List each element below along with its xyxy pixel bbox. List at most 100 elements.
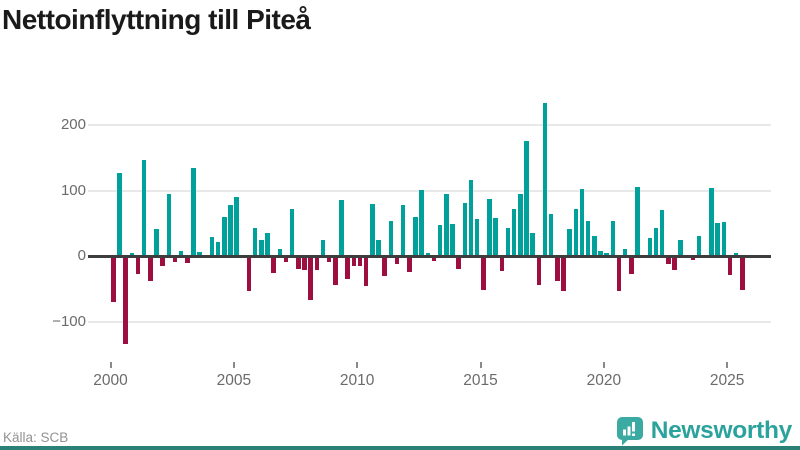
bar-2007-q1 <box>283 256 289 262</box>
y-tick-label: 0 <box>77 247 86 264</box>
bar-2003-q3 <box>197 252 202 256</box>
bar-2019-q4 <box>598 251 603 256</box>
bar-2018-q4 <box>573 208 578 256</box>
bar-2013-q3 <box>444 194 449 256</box>
bar-2007-q4 <box>302 256 307 271</box>
bar-2013-q2 <box>437 225 443 256</box>
bar-2017-q2 <box>536 256 541 286</box>
bar-2001-q4 <box>154 228 159 256</box>
bar-2002-q4 <box>178 250 184 256</box>
bar-2009-q2 <box>339 199 344 256</box>
bar-2025-q2 <box>733 252 739 256</box>
bar-2023-q4 <box>696 236 702 256</box>
gridline <box>88 320 771 323</box>
bar-2017-q3 <box>542 102 548 256</box>
bar-2016-q2 <box>511 208 517 256</box>
bar-2011-q2 <box>388 220 393 256</box>
bar-2014-q3 <box>468 180 474 256</box>
bar-chart-pin-icon <box>615 416 644 446</box>
x-tick-mark <box>109 362 112 368</box>
y-tick-label: 100 <box>60 181 86 199</box>
newsworthy-logo[interactable]: Newsworthy <box>615 416 792 446</box>
x-tick-label: 2015 <box>463 372 498 389</box>
bar-2006-q2 <box>265 233 270 256</box>
bar-2020-q2 <box>610 220 615 256</box>
bar-2024-q3 <box>715 223 720 257</box>
bar-2016-q4 <box>524 141 529 256</box>
x-tick-mark <box>356 362 359 368</box>
bar-2004-q1 <box>209 237 215 256</box>
bar-2004-q3 <box>222 216 227 256</box>
bar-2010-q3 <box>370 203 375 256</box>
y-tick-label: −100 <box>52 312 86 330</box>
bar-2019-q1 <box>579 188 585 256</box>
bar-2022-q4 <box>672 256 677 270</box>
x-tick-label: 2005 <box>216 372 252 389</box>
bar-2006-q3 <box>271 256 276 273</box>
brand-name: Newsworthy <box>650 417 793 444</box>
bar-2015-q2 <box>487 199 492 256</box>
bar-2004-q4 <box>228 204 233 256</box>
bar-2008-q4 <box>326 256 332 263</box>
bar-2001-q3 <box>148 256 153 282</box>
bar-2012-q2 <box>413 217 418 256</box>
bar-2020-q1 <box>604 252 609 256</box>
bar-2010-q4 <box>376 239 381 256</box>
bar-2014-q4 <box>474 218 480 256</box>
bar-2011-q1 <box>382 256 387 277</box>
chart-title: Nettoinflyttning till Piteå <box>2 4 311 35</box>
bar-2006-q4 <box>277 249 282 256</box>
bar-2012-q3 <box>419 189 424 256</box>
x-tick-mark <box>479 362 482 368</box>
bar-2000-q4 <box>129 252 134 256</box>
bar-2007-q3 <box>296 256 301 269</box>
bar-2003-q1 <box>185 256 190 264</box>
bar-2024-q4 <box>721 221 726 256</box>
bar-2016-q1 <box>505 227 511 256</box>
x-tick-label: 2010 <box>339 372 375 389</box>
x-tick-mark <box>726 362 729 368</box>
bar-2001-q2 <box>141 160 147 256</box>
bar-2003-q2 <box>191 168 196 256</box>
bar-2005-q4 <box>252 227 258 256</box>
bar-2019-q2 <box>585 220 591 256</box>
bar-2010-q1 <box>357 256 363 267</box>
bar-2017-q4 <box>548 214 554 256</box>
bar-2016-q3 <box>518 193 523 256</box>
bar-2023-q1 <box>678 240 683 256</box>
bar-2022-q1 <box>653 227 659 256</box>
bar-2000-q3 <box>123 256 128 344</box>
x-tick-label: 2000 <box>93 372 128 389</box>
source-label: Källa: SCB <box>3 430 69 445</box>
x-tick-label: 2020 <box>586 372 622 389</box>
bar-2021-q2 <box>635 187 640 256</box>
bar-2008-q1 <box>308 256 313 300</box>
bar-2018-q2 <box>561 256 566 292</box>
bar-2001-q1 <box>135 256 141 275</box>
bar-2015-q3 <box>493 218 498 256</box>
bar-2018-q1 <box>555 256 560 282</box>
bar-2000-q2 <box>117 172 122 256</box>
bar-2011-q3 <box>394 256 400 265</box>
bar-2010-q2 <box>363 256 369 286</box>
bar-2021-q1 <box>629 256 634 274</box>
bar-2019-q3 <box>592 235 597 256</box>
bar-2008-q2 <box>314 256 319 270</box>
bar-2000-q1 <box>111 256 116 303</box>
footer-strip <box>0 446 800 450</box>
bar-2014-q2 <box>462 202 467 256</box>
bar-2022-q3 <box>666 256 671 264</box>
bar-2004-q2 <box>215 242 221 256</box>
gridline <box>88 189 771 192</box>
bar-2018-q3 <box>567 228 572 256</box>
bar-2006-q1 <box>259 240 264 256</box>
bar-2015-q1 <box>481 256 486 290</box>
bar-2012-q1 <box>407 256 412 272</box>
bar-2011-q4 <box>400 204 406 256</box>
bar-2024-q2 <box>709 187 714 256</box>
y-tick-label: 200 <box>60 116 86 133</box>
zero-axis-line <box>88 255 771 258</box>
bar-2025-q3 <box>740 256 745 290</box>
bar-2017-q1 <box>530 233 535 256</box>
